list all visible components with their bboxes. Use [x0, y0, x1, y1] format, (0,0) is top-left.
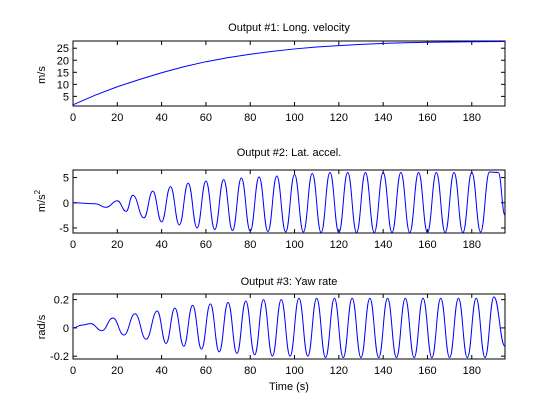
x-tick-label: 140 [374, 239, 392, 251]
x-tick-label: 60 [200, 365, 212, 377]
y-axis-label: rad/s [36, 314, 48, 339]
tick-group: 0 20 40 60 80 100 120 140 160 180-505 [59, 170, 505, 251]
x-tick-label: 120 [330, 112, 348, 124]
x-axis-label: Time (s) [269, 381, 309, 393]
plot-frame [72, 293, 506, 360]
x-tick-label: 40 [155, 112, 167, 124]
x-tick-label: 120 [330, 239, 348, 251]
y-tick-label: 25 [57, 43, 69, 55]
x-tick-label: 160 [418, 112, 436, 124]
y-tick-label: 5 [63, 173, 69, 185]
x-tick-label: 60 [200, 239, 212, 251]
y-axis-label-superscript: 2 [33, 189, 42, 194]
plot-frame [72, 40, 506, 107]
subplot-long-velocity: Output #1: Long. velocity m/s 0 20 40 60 80 1… [36, 22, 506, 124]
plot-frame [72, 169, 506, 234]
tick-group: 0 20 40 60 80 100 120 140 160 180-0.200.2 [50, 294, 505, 377]
y-tick-label: -5 [59, 223, 69, 235]
subplot-title: Output #3: Yaw rate [241, 276, 338, 288]
x-tick-label: 100 [285, 365, 303, 377]
series-line [72, 171, 506, 234]
x-tick-label: 140 [374, 365, 392, 377]
y-axis-label: m/s2 [33, 189, 48, 212]
subplot-yaw-rate: Output #3: Yaw rate rad/s 0 20 40 60 80 100 12… [36, 276, 506, 393]
y-tick-label: -0.2 [50, 351, 69, 363]
x-tick-label: 160 [418, 365, 436, 377]
y-tick-label: 10 [57, 79, 69, 91]
x-tick-label: 180 [463, 239, 481, 251]
x-tick-label: 20 [111, 365, 123, 377]
x-tick-label: 100 [285, 112, 303, 124]
y-tick-label: 0 [63, 323, 69, 335]
series-line [72, 296, 506, 359]
y-tick-label: 5 [63, 91, 69, 103]
x-tick-label: 80 [244, 239, 256, 251]
x-tick-label: 20 [111, 239, 123, 251]
y-tick-label: 20 [57, 55, 69, 67]
x-tick-label: 120 [330, 365, 348, 377]
subplot-lat-accel: Output #2: Lat. accel. m/s2 0 20 40 60 80 100… [33, 147, 506, 251]
x-tick-label: 160 [418, 239, 436, 251]
x-tick-label: 100 [285, 239, 303, 251]
subplot-title: Output #2: Lat. accel. [237, 147, 342, 159]
x-tick-label: 0 [70, 365, 76, 377]
y-axis-label-base: m/s [36, 194, 48, 212]
x-tick-label: 80 [244, 365, 256, 377]
x-tick-label: 20 [111, 112, 123, 124]
y-tick-label: 15 [57, 67, 69, 79]
subplot-title: Output #1: Long. velocity [228, 22, 350, 34]
y-axis-label: m/s [36, 66, 48, 84]
y-tick-label: 0 [63, 198, 69, 210]
x-tick-label: 40 [155, 365, 167, 377]
x-tick-label: 0 [70, 112, 76, 124]
x-tick-label: 180 [463, 365, 481, 377]
y-tick-label: 0.2 [54, 295, 69, 307]
x-tick-label: 140 [374, 112, 392, 124]
x-tick-label: 180 [463, 112, 481, 124]
x-tick-label: 40 [155, 239, 167, 251]
x-tick-label: 80 [244, 112, 256, 124]
x-tick-label: 60 [200, 112, 212, 124]
x-tick-label: 0 [70, 239, 76, 251]
series-line [72, 40, 506, 106]
